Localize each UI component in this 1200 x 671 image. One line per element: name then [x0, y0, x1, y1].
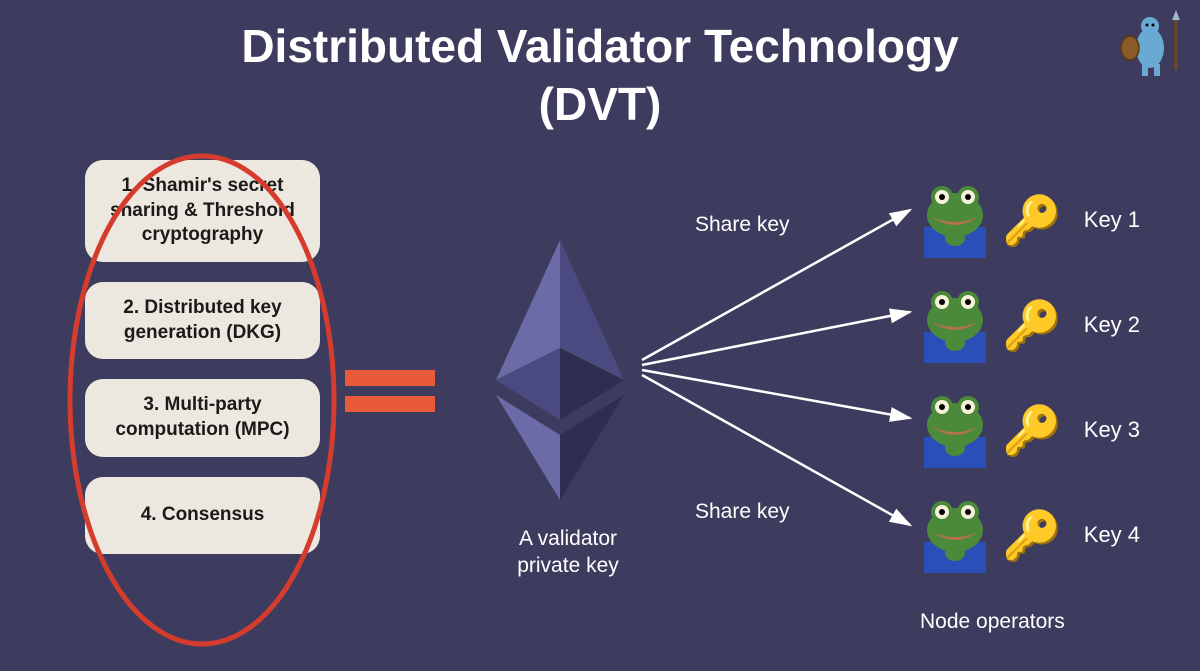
components-list: 1. Shamir's secret sharing & Threshold c… [85, 160, 320, 574]
title-line1: Distributed Validator Technology [241, 20, 958, 72]
equals-sign [345, 370, 435, 422]
ethereum-icon [480, 240, 640, 500]
node-row-4: 🔑 Key 4 [920, 495, 1140, 575]
card-dkg: 2. Distributed key generation (DKG) [85, 282, 320, 359]
share-key-label-bottom: Share key [695, 500, 790, 524]
key-icon: 🔑 [1002, 192, 1062, 249]
key-icon: 🔑 [1002, 402, 1062, 459]
warrior-logo-icon [1118, 8, 1188, 78]
frog-icon [920, 498, 990, 573]
key-icon: 🔑 [1002, 507, 1062, 564]
card-consensus: 4. Consensus [85, 477, 320, 554]
validator-key-label: A validator private key [488, 525, 648, 580]
node-operators-label: Node operators [920, 610, 1065, 634]
page-title: Distributed Validator Technology (DVT) [0, 0, 1200, 133]
node-row-3: 🔑 Key 3 [920, 390, 1140, 470]
frog-icon [920, 183, 990, 258]
card-mpc: 3. Multi-party computation (MPC) [85, 379, 320, 456]
node-row-1: 🔑 Key 1 [920, 180, 1140, 260]
node-row-2: 🔑 Key 2 [920, 285, 1140, 365]
title-line2: (DVT) [539, 78, 662, 130]
key-icon: 🔑 [1002, 297, 1062, 354]
frog-icon [920, 393, 990, 468]
key-label-4: Key 4 [1084, 522, 1140, 548]
frog-icon [920, 288, 990, 363]
key-label-2: Key 2 [1084, 312, 1140, 338]
node-operators: 🔑 Key 1 🔑 Key 2 [920, 180, 1140, 600]
key-label-1: Key 1 [1084, 207, 1140, 233]
card-shamir: 1. Shamir's secret sharing & Threshold c… [85, 160, 320, 262]
share-key-label-top: Share key [695, 213, 790, 237]
key-label-3: Key 3 [1084, 417, 1140, 443]
